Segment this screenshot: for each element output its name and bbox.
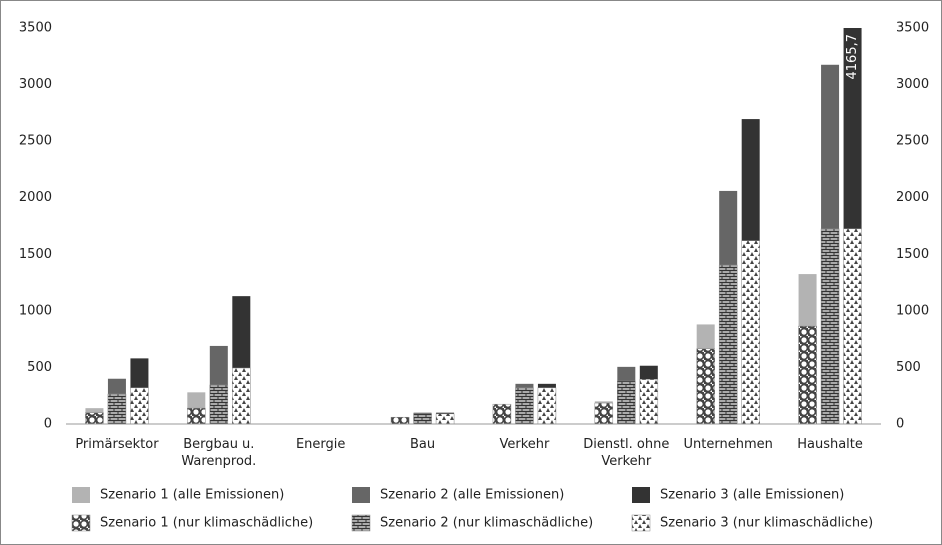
legend-label: Szenario 3 (alle Emissionen) [660,488,844,503]
x-tick-label: Unternehmen [683,437,773,452]
legend-swatch [352,487,370,503]
bar [537,387,557,425]
y-tick-label: 3000 [19,77,52,92]
legend-label: Szenario 2 (nur klimaschädliche) [380,516,593,531]
y2-tick-label: 2500 [896,134,929,149]
bar [843,228,862,425]
bar [492,403,512,425]
bar [209,384,229,425]
x-tick-label: Bergbau u. Warenprod. [181,437,257,469]
bar [232,367,251,425]
y2-tick-label: 3000 [896,77,929,92]
bar [594,402,614,425]
bar [390,416,410,425]
bar [413,413,432,425]
y-tick-label: 2500 [19,134,52,149]
bar [696,348,715,425]
bar [617,380,636,425]
bar [435,413,455,425]
legend-label: Szenario 1 (nur klimaschädliche) [100,516,313,531]
legend-swatch [632,487,650,503]
y2-tick-label: 3500 [896,21,929,36]
x-tick-label: Verkehr [499,437,550,452]
x-tick-label: Haushalte [797,437,863,452]
legend-swatch [631,514,651,532]
y2-tick-label: 2000 [896,190,929,205]
bar [187,407,206,425]
data-label: 4165,7 [845,34,860,80]
legend-swatch [72,487,90,503]
legend-swatch [71,514,91,532]
bar [130,387,149,425]
x-tick-label: Energie [295,437,346,452]
bar [718,264,738,425]
bar [515,387,534,425]
bar [639,379,659,425]
bar [798,325,817,425]
legend-label: Szenario 1 (alle Emissionen) [100,488,284,503]
y-tick-label: 3500 [19,21,52,36]
legend-label: Szenario 2 (alle Emissionen) [380,488,564,503]
legend-swatch [351,514,371,532]
y-tick-label: 1500 [19,247,52,262]
y-tick-label: 0 [44,417,52,432]
y-tick-label: 1000 [19,303,52,318]
bar [107,393,127,425]
bar [741,240,760,425]
y2-tick-label: 500 [896,360,921,375]
legend-label: Szenario 3 (nur klimaschädliche) [660,516,873,531]
y-tick-label: 2000 [19,190,52,205]
y2-tick-label: 0 [896,417,904,432]
x-tick-label: Dienstl. ohne Verkehr [583,437,670,469]
bar [820,228,840,425]
y2-tick-label: 1000 [896,303,929,318]
x-tick-label: Primärsektor [75,437,159,452]
plot-area [85,28,862,425]
bar [85,412,104,425]
x-tick-label: Bau [410,437,436,452]
y-tick-label: 500 [27,360,52,375]
y2-tick-label: 1500 [896,247,929,262]
